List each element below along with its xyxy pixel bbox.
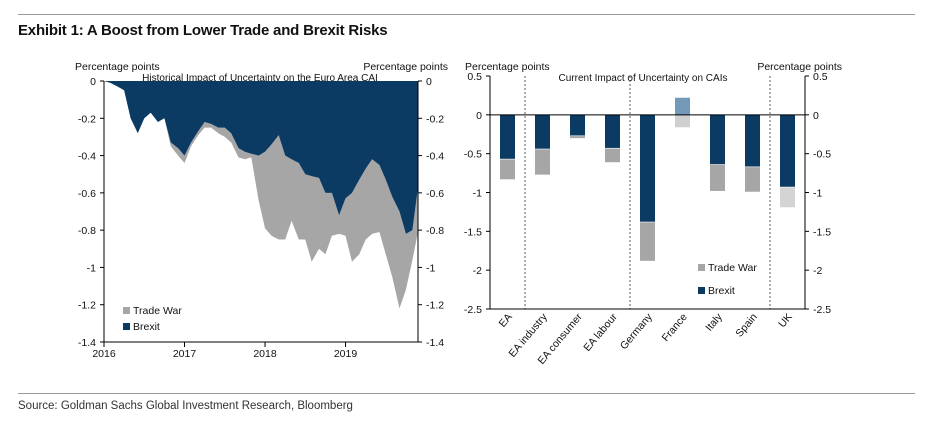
historical-left-tick-label: -0.6 [78, 188, 96, 200]
category-label: Germany [618, 311, 655, 352]
brexit-bar [570, 114, 585, 136]
legend-swatch-brexit [123, 323, 130, 330]
historical-x-tick-label: 2016 [92, 348, 116, 360]
brexit-area [104, 81, 418, 234]
trade-war-bar [640, 222, 655, 261]
historical-x-tick-label: 2019 [334, 348, 358, 360]
historical-x-tick-label: 2017 [173, 348, 197, 360]
historical-right-tick-label: 0 [426, 76, 432, 88]
brexit-bar [640, 114, 655, 223]
historical-right-tick-label: -1 [426, 262, 435, 274]
trade-war-bar [605, 148, 620, 163]
category-label: EA [497, 311, 515, 329]
historical-left-tick-label: -0.2 [78, 113, 96, 125]
legend-swatch-brexit-2 [698, 287, 705, 294]
brexit-bar [780, 114, 795, 188]
historical-x-tick-label: 2018 [253, 348, 277, 360]
trade-war-bar [570, 135, 585, 139]
exhibit-title: Exhibit 1: A Boost from Lower Trade and … [18, 22, 388, 39]
historical-left-ylabel: Percentage points [75, 61, 160, 73]
historical-left-tick-label: -1 [87, 262, 96, 274]
trade-war-bar [780, 187, 795, 208]
historical-right-tick-label: -0.4 [426, 151, 444, 163]
current-left-tick-label: -1 [473, 188, 482, 200]
current-left-tick-label: -2 [473, 265, 482, 277]
historical-chart: Percentage points Percentage points Hist… [75, 61, 448, 360]
current-right-tick-label: 0 [813, 110, 819, 122]
legend-swatch-trade-war [123, 307, 130, 314]
historical-right-tick-label: -0.8 [426, 225, 444, 237]
current-right-tick-label: -1 [813, 188, 822, 200]
trade-war-bar [675, 114, 690, 128]
historical-legend: Trade War Brexit [123, 305, 182, 333]
current-left-tick-label: -1.5 [464, 226, 482, 238]
category-label: Spain [733, 311, 760, 339]
current-right-tick-label: -2.5 [813, 304, 831, 316]
current-left-tick-label: -0.5 [464, 149, 482, 161]
historical-right-tick-label: -1.2 [426, 300, 444, 312]
category-label: EA labour [581, 311, 620, 354]
source-note: Source: Goldman Sachs Global Investment … [18, 400, 353, 412]
current-right-tick-label: -0.5 [813, 149, 831, 161]
current-chart-title: Current Impact of Uncertainty on CAIs [559, 73, 728, 84]
historical-right-tick-label: -0.2 [426, 113, 444, 125]
current-left-tick-label: 0.5 [467, 71, 482, 83]
historical-right-tick-label: -1.4 [426, 337, 444, 349]
trade-war-bar [500, 159, 515, 180]
current-right-tick-label: -2 [813, 265, 822, 277]
historical-chart-title: Historical Impact of Uncertainty on the … [142, 73, 378, 84]
brexit-bar [675, 97, 690, 115]
legend-label-trade-war: Trade War [133, 305, 182, 317]
trade-war-bar [535, 149, 550, 175]
current-right-ylabel: Percentage points [757, 61, 842, 73]
historical-left-tick-label: -1.4 [78, 337, 96, 349]
trade-war-area [104, 81, 418, 309]
historical-left-tick-label: -0.4 [78, 151, 96, 163]
brexit-bar [605, 114, 620, 149]
trade-war-bar [745, 166, 760, 192]
legend-label-trade-war-2: Trade War [708, 262, 757, 274]
current-left-tick-label: 0 [476, 110, 482, 122]
legend-label-brexit: Brexit [133, 321, 160, 333]
trade-war-bar [710, 164, 725, 191]
current-legend: Trade War Brexit [698, 262, 757, 297]
legend-swatch-trade-war-2 [698, 264, 705, 271]
current-left-tick-label: -2.5 [464, 304, 482, 316]
top-rule [18, 14, 915, 15]
current-right-tick-label: -1.5 [813, 226, 831, 238]
current-right-tick-label: 0.5 [813, 71, 828, 83]
brexit-bar [535, 114, 550, 150]
category-label: Italy [703, 311, 725, 334]
legend-label-brexit-2: Brexit [708, 285, 735, 297]
current-chart: Percentage points Percentage points Curr… [464, 61, 842, 367]
brexit-bar [745, 114, 760, 167]
category-label: UK [776, 311, 795, 330]
historical-left-tick-label: 0 [90, 76, 96, 88]
historical-right-ylabel: Percentage points [363, 61, 448, 73]
category-label: France [660, 311, 690, 344]
historical-left-tick-label: -0.8 [78, 225, 96, 237]
brexit-bar [710, 114, 725, 165]
brexit-bar [500, 114, 515, 160]
historical-right-tick-label: -0.6 [426, 188, 444, 200]
current-left-ylabel: Percentage points [465, 61, 550, 73]
bottom-rule [18, 393, 915, 394]
historical-left-tick-label: -1.2 [78, 300, 96, 312]
